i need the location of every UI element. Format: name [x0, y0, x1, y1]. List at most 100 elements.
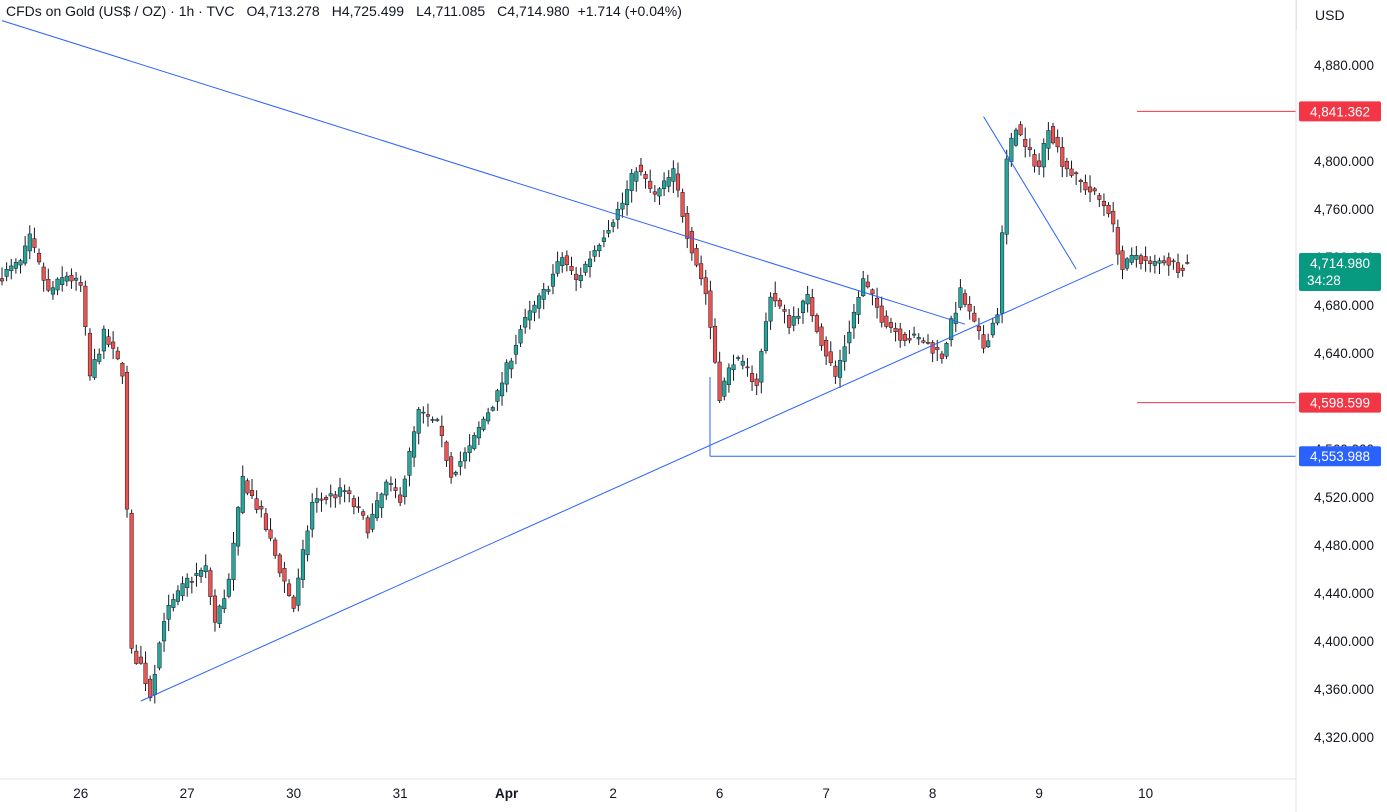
candle-body: [583, 263, 588, 273]
candle-body: [652, 191, 657, 195]
candle-body: [347, 490, 352, 494]
close-value: 4,714.980: [507, 3, 570, 19]
candle-body: [972, 312, 977, 322]
candle-body: [1171, 260, 1176, 263]
candle-body: [935, 347, 940, 350]
support-2-price-tag-text: 4,553.988: [1310, 449, 1370, 464]
time-tick-label: 31: [393, 786, 408, 801]
candle-body: [810, 297, 815, 316]
candle-body: [805, 294, 810, 305]
candle-body: [694, 248, 699, 266]
candle-body: [226, 578, 231, 597]
candle-body: [930, 342, 935, 354]
low-value: 4,711.085: [423, 3, 486, 19]
candle-body: [324, 497, 329, 500]
candle-body: [893, 328, 898, 332]
candle-body: [550, 273, 556, 287]
candle-body: [703, 277, 708, 295]
candle-body: [333, 494, 338, 499]
candle-body: [708, 290, 713, 328]
candle-body: [907, 338, 912, 341]
price-tick-label: 4,480.000: [1314, 538, 1374, 553]
candle-body: [282, 568, 287, 582]
candle-body: [472, 435, 477, 449]
symbol-name[interactable]: CFDs on Gold (US$ / OZ): [6, 3, 167, 19]
candle-body: [712, 326, 718, 363]
candle-body: [578, 274, 583, 281]
candle-body: [1106, 204, 1111, 214]
candle-body: [212, 595, 218, 623]
price-tick-label: 4,680.000: [1314, 298, 1374, 313]
candle-body: [689, 231, 694, 254]
candle-body: [722, 380, 727, 397]
candle-body: [277, 554, 282, 574]
candle-body: [249, 490, 255, 496]
candle-body: [671, 168, 676, 182]
candle-body: [824, 340, 829, 357]
candle-body: [1101, 200, 1106, 207]
candle-body: [92, 359, 97, 378]
candle-body: [435, 419, 440, 421]
candle-body: [245, 480, 250, 494]
price-tick-label: 4,440.000: [1314, 586, 1374, 601]
candle-body: [546, 289, 551, 292]
candle-body: [916, 337, 921, 340]
candle-body: [648, 180, 653, 189]
currency-button[interactable]: USD: [1296, 0, 1387, 30]
candle-body: [791, 316, 796, 326]
candle-body: [328, 493, 333, 497]
candle-body: [254, 498, 259, 510]
candle-body: [1050, 126, 1056, 144]
candle-body: [1157, 260, 1162, 264]
time-tick-label: 10: [1138, 786, 1153, 801]
candle-body: [865, 281, 870, 288]
price-tick-label: 4,400.000: [1314, 634, 1374, 649]
candle-body: [643, 174, 648, 179]
candle-body: [754, 378, 759, 386]
candle-body: [78, 282, 83, 286]
candle-body: [513, 344, 518, 355]
candle-body: [101, 328, 106, 352]
symbol-legend[interactable]: CFDs on Gold (US$ / OZ) · 1h · TVC O4,713…: [6, 3, 682, 19]
candle-body: [356, 506, 361, 509]
candle-body: [1055, 137, 1060, 148]
candle-body: [120, 362, 125, 377]
candle-body: [157, 642, 162, 669]
candle-body: [685, 213, 690, 239]
candle-body: [1180, 267, 1185, 271]
candle-body: [773, 293, 778, 302]
candle-body: [949, 318, 954, 341]
candle-body: [1013, 129, 1019, 146]
price-tick-label: 4,360.000: [1314, 682, 1374, 697]
candle-body: [152, 674, 157, 695]
candle-body: [1004, 158, 1009, 235]
candle-body: [111, 341, 116, 349]
candle-body: [925, 342, 931, 344]
candle-body: [129, 513, 134, 649]
candle-body: [800, 300, 806, 314]
candle-body: [912, 333, 917, 336]
candle-body: [967, 304, 972, 312]
price-tick-label: 4,800.000: [1314, 154, 1374, 169]
candle-body: [407, 450, 412, 476]
candle-body: [504, 362, 509, 385]
candle-body: [611, 222, 616, 227]
candle-body: [64, 275, 69, 282]
candle-body: [745, 366, 750, 369]
candle-body: [1097, 195, 1102, 200]
trendline-upper-descending: [1, 20, 966, 325]
support-1-price-tag-bg: [1299, 392, 1381, 413]
price-tick-label: 4,760.000: [1314, 202, 1374, 217]
candle-body: [620, 202, 625, 210]
current-price-tag-bg: [1299, 253, 1381, 292]
source-label: TVC: [206, 3, 235, 19]
high-label: H: [331, 3, 342, 19]
candle-body: [370, 513, 375, 530]
candle-body: [986, 340, 991, 348]
time-axis[interactable]: 26 27 30 31 Apr 2 6 7 8 9 10: [73, 786, 1153, 801]
candle-body: [166, 604, 171, 620]
candle-body: [634, 171, 639, 182]
candle-body: [393, 487, 398, 491]
